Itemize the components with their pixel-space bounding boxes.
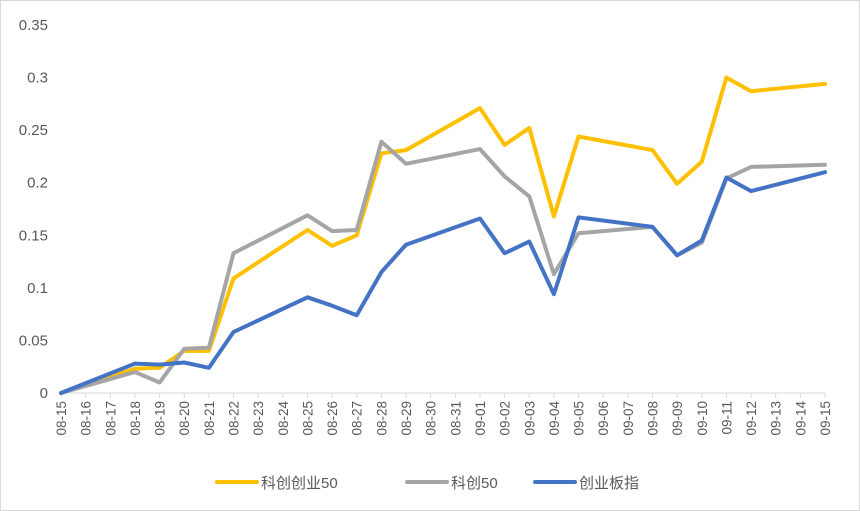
x-tick-label: 08-15 — [54, 401, 69, 436]
legend-label: 科创50 — [451, 475, 498, 492]
x-tick-label: 08-21 — [202, 401, 217, 436]
series-line-2 — [59, 170, 827, 395]
x-tick-label: 09-09 — [670, 401, 685, 436]
legend-item: 科创创业50 — [215, 475, 338, 492]
x-tick-label: 09-15 — [818, 401, 833, 436]
x-tick-label: 09-13 — [769, 401, 784, 436]
x-tick-label: 09-03 — [522, 401, 537, 436]
x-tick-label: 08-28 — [374, 401, 389, 436]
x-tick-label: 09-07 — [621, 401, 636, 436]
x-tick-label: 08-31 — [448, 401, 463, 436]
y-axis: 0 0.05 0.1 0.15 0.2 0.25 0.3 0.35 — [19, 17, 48, 402]
x-tick-label: 09-05 — [572, 401, 587, 436]
x-tick-label: 09-06 — [596, 401, 611, 436]
x-tick-label: 08-17 — [103, 401, 118, 436]
x-tick-label: 08-19 — [153, 401, 168, 436]
x-tick-label: 09-10 — [695, 401, 710, 436]
legend-item: 科创50 — [405, 475, 498, 492]
x-tick-label: 08-20 — [177, 401, 192, 436]
x-tick-label: 09-14 — [793, 401, 808, 436]
y-tick-label: 0.05 — [19, 332, 48, 349]
y-tick-label: 0.35 — [19, 17, 48, 34]
x-tick-label: 09-01 — [473, 401, 488, 436]
x-tick-label: 08-18 — [128, 401, 143, 436]
x-tick-label: 08-22 — [227, 401, 242, 436]
y-tick-label: 0.1 — [27, 280, 48, 297]
x-tick-label: 08-27 — [350, 401, 365, 436]
series-line-0 — [59, 75, 827, 395]
legend-label: 创业板指 — [579, 474, 639, 492]
legend-label: 科创创业50 — [261, 475, 338, 492]
x-tick-label: 08-25 — [300, 401, 315, 436]
x-tick-label: 09-02 — [498, 401, 513, 436]
x-tick-label: 09-12 — [744, 401, 759, 436]
x-tick-label: 09-08 — [645, 401, 660, 436]
legend-item: 创业板指 — [533, 474, 639, 492]
legend: 科创创业50 科创50 创业板指 — [215, 474, 639, 492]
x-axis: 08-15 08-16 08-17 08-18 08-19 08-20 08-21 08-22… — [54, 392, 833, 436]
y-tick-label: 0.25 — [19, 122, 48, 139]
y-tick-label: 0.3 — [27, 70, 48, 87]
y-tick-label: 0.2 — [27, 175, 48, 192]
series-layer — [59, 75, 827, 395]
x-tick-label: 09-11 — [719, 401, 734, 435]
x-tick-label: 08-16 — [79, 401, 94, 436]
x-tick-label: 08-26 — [325, 401, 340, 436]
x-tick-label: 08-23 — [251, 401, 266, 436]
x-tick-label: 08-24 — [276, 401, 291, 436]
x-tick-label: 08-30 — [424, 401, 439, 436]
x-tick-label: 08-29 — [399, 401, 414, 436]
x-tick-label: 09-04 — [547, 401, 562, 436]
y-tick-label: 0 — [40, 385, 48, 402]
y-tick-label: 0.15 — [19, 227, 48, 244]
